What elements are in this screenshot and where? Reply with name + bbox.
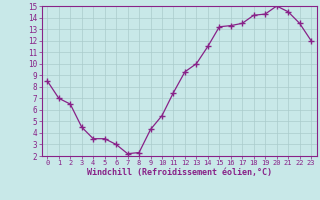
X-axis label: Windchill (Refroidissement éolien,°C): Windchill (Refroidissement éolien,°C) — [87, 168, 272, 177]
